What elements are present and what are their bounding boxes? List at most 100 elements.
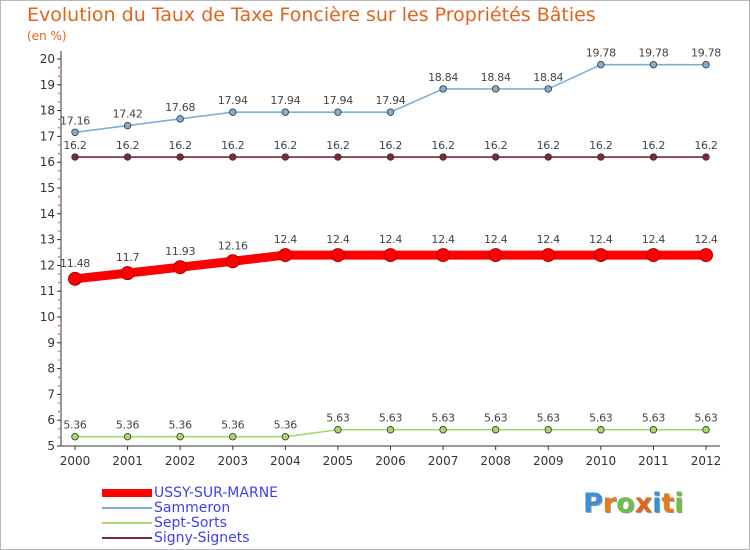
data-point-sept-sorts (281, 433, 290, 441)
data-point-signy-signets (649, 153, 658, 161)
y-tick-label: 12 (40, 258, 55, 272)
y-minor-tick (58, 170, 60, 172)
data-label-sept-sorts: 5.36 (63, 419, 87, 432)
data-point-sept-sorts (123, 433, 132, 441)
chart-title: Evolution du Taux de Taxe Foncière sur l… (27, 4, 596, 26)
y-minor-tick (58, 144, 60, 146)
data-label-sept-sorts: 5.36 (274, 419, 298, 432)
y-minor-tick (58, 221, 60, 224)
y-minor-tick (58, 385, 60, 387)
x-tick-label: 2012 (691, 454, 722, 468)
data-point-sammeron (123, 121, 132, 130)
data-point-sept-sorts (597, 426, 605, 434)
data-point-sammeron (597, 60, 605, 69)
data-label-sammeron: 17.16 (60, 114, 90, 127)
legend-swatch (102, 522, 152, 524)
x-tick-label: 2009 (533, 454, 564, 468)
data-point-signy-signets (123, 153, 132, 161)
y-tick-label: 9 (47, 336, 55, 350)
data-point-signy-signets (544, 153, 552, 161)
y-tick-label: 6 (47, 413, 55, 427)
legend-label: USSY-SUR-MARNE (154, 485, 279, 501)
data-point-ussy-sur-marne (436, 248, 451, 263)
y-minor-tick (58, 307, 60, 310)
data-point-sept-sorts (71, 433, 79, 441)
y-minor-tick (58, 195, 60, 198)
data-label-signy-signets: 16.2 (63, 139, 86, 152)
x-tick-label: 2004 (270, 454, 301, 468)
data-point-signy-signets (491, 153, 500, 161)
data-label-signy-signets: 16.2 (589, 139, 612, 152)
data-label-sept-sorts: 5.63 (326, 412, 350, 425)
data-label-sept-sorts: 5.36 (221, 419, 245, 432)
legend-swatch (102, 489, 152, 497)
data-point-sept-sorts (544, 426, 552, 434)
data-point-ussy-sur-marne (593, 248, 608, 263)
data-point-signy-signets (597, 153, 605, 161)
data-point-ussy-sur-marne (225, 254, 240, 269)
x-tick-label: 2001 (112, 454, 143, 468)
y-minor-tick (58, 273, 60, 275)
data-label-ussy-sur-marne: 12.4 (326, 233, 350, 246)
legend-label: Sammeron (154, 500, 231, 516)
data-label-sammeron: 18.84 (533, 71, 563, 84)
y-minor-tick (58, 66, 60, 69)
data-label-sammeron: 18.84 (428, 71, 458, 84)
data-label-ussy-sur-marne: 12.4 (379, 233, 403, 246)
data-point-sammeron (334, 108, 342, 116)
data-point-signy-signets (386, 153, 395, 161)
data-point-sammeron (702, 60, 710, 69)
data-label-sammeron: 17.94 (376, 94, 406, 107)
data-point-signy-signets (229, 153, 237, 161)
legend-label: Signy-Signets (154, 530, 250, 546)
data-point-signy-signets (702, 153, 710, 161)
y-tick-label: 7 (47, 387, 55, 401)
x-tick-label: 2007 (428, 454, 459, 468)
y-minor-tick (58, 204, 60, 206)
data-label-sept-sorts: 5.63 (379, 412, 403, 425)
y-minor-tick (58, 376, 60, 379)
data-point-sammeron (439, 85, 447, 93)
y-tick-label: 14 (40, 207, 55, 221)
y-minor-tick (58, 101, 60, 103)
data-point-signy-signets (334, 153, 342, 161)
x-tick-label: 2010 (586, 454, 617, 468)
y-tick-label: 5 (47, 439, 55, 453)
data-label-signy-signets: 16.2 (484, 139, 507, 152)
y-tick-label: 10 (40, 310, 55, 324)
y-tick-label: 11 (40, 284, 55, 298)
data-label-sept-sorts: 5.36 (116, 419, 140, 432)
data-label-signy-signets: 16.2 (431, 139, 454, 152)
data-point-ussy-sur-marne (646, 248, 661, 263)
data-point-sammeron (71, 128, 79, 136)
data-label-sept-sorts: 5.36 (169, 419, 193, 432)
data-label-ussy-sur-marne: 12.4 (589, 233, 613, 246)
data-label-sammeron: 17.42 (113, 108, 143, 121)
data-label-ussy-sur-marne: 12.4 (274, 233, 298, 246)
y-tick-label: 15 (40, 181, 55, 195)
y-tick-label: 13 (40, 233, 55, 247)
data-point-signy-signets (281, 153, 290, 161)
data-label-signy-signets: 16.2 (379, 139, 402, 152)
data-label-sammeron: 17.68 (165, 101, 195, 114)
data-point-sept-sorts (649, 426, 658, 434)
data-label-sept-sorts: 5.63 (694, 412, 718, 425)
data-label-signy-signets: 16.2 (326, 139, 349, 152)
y-minor-tick (58, 152, 60, 155)
data-point-sept-sorts (229, 433, 237, 441)
data-label-ussy-sur-marne: 11.93 (165, 245, 195, 258)
data-point-ussy-sur-marne (541, 248, 556, 263)
unit-label: (en %) (27, 29, 67, 43)
y-tick-label: 18 (40, 104, 55, 118)
logo-letter: o (616, 488, 635, 519)
y-minor-tick (58, 118, 60, 120)
data-point-signy-signets (176, 153, 184, 161)
data-label-signy-signets: 16.2 (694, 139, 717, 152)
data-label-ussy-sur-marne: 11.48 (60, 257, 90, 270)
y-minor-tick (58, 255, 60, 258)
data-label-signy-signets: 16.2 (537, 139, 560, 152)
data-point-ussy-sur-marne (699, 248, 713, 263)
x-tick-label: 2005 (323, 454, 354, 468)
data-point-sept-sorts (702, 426, 710, 434)
